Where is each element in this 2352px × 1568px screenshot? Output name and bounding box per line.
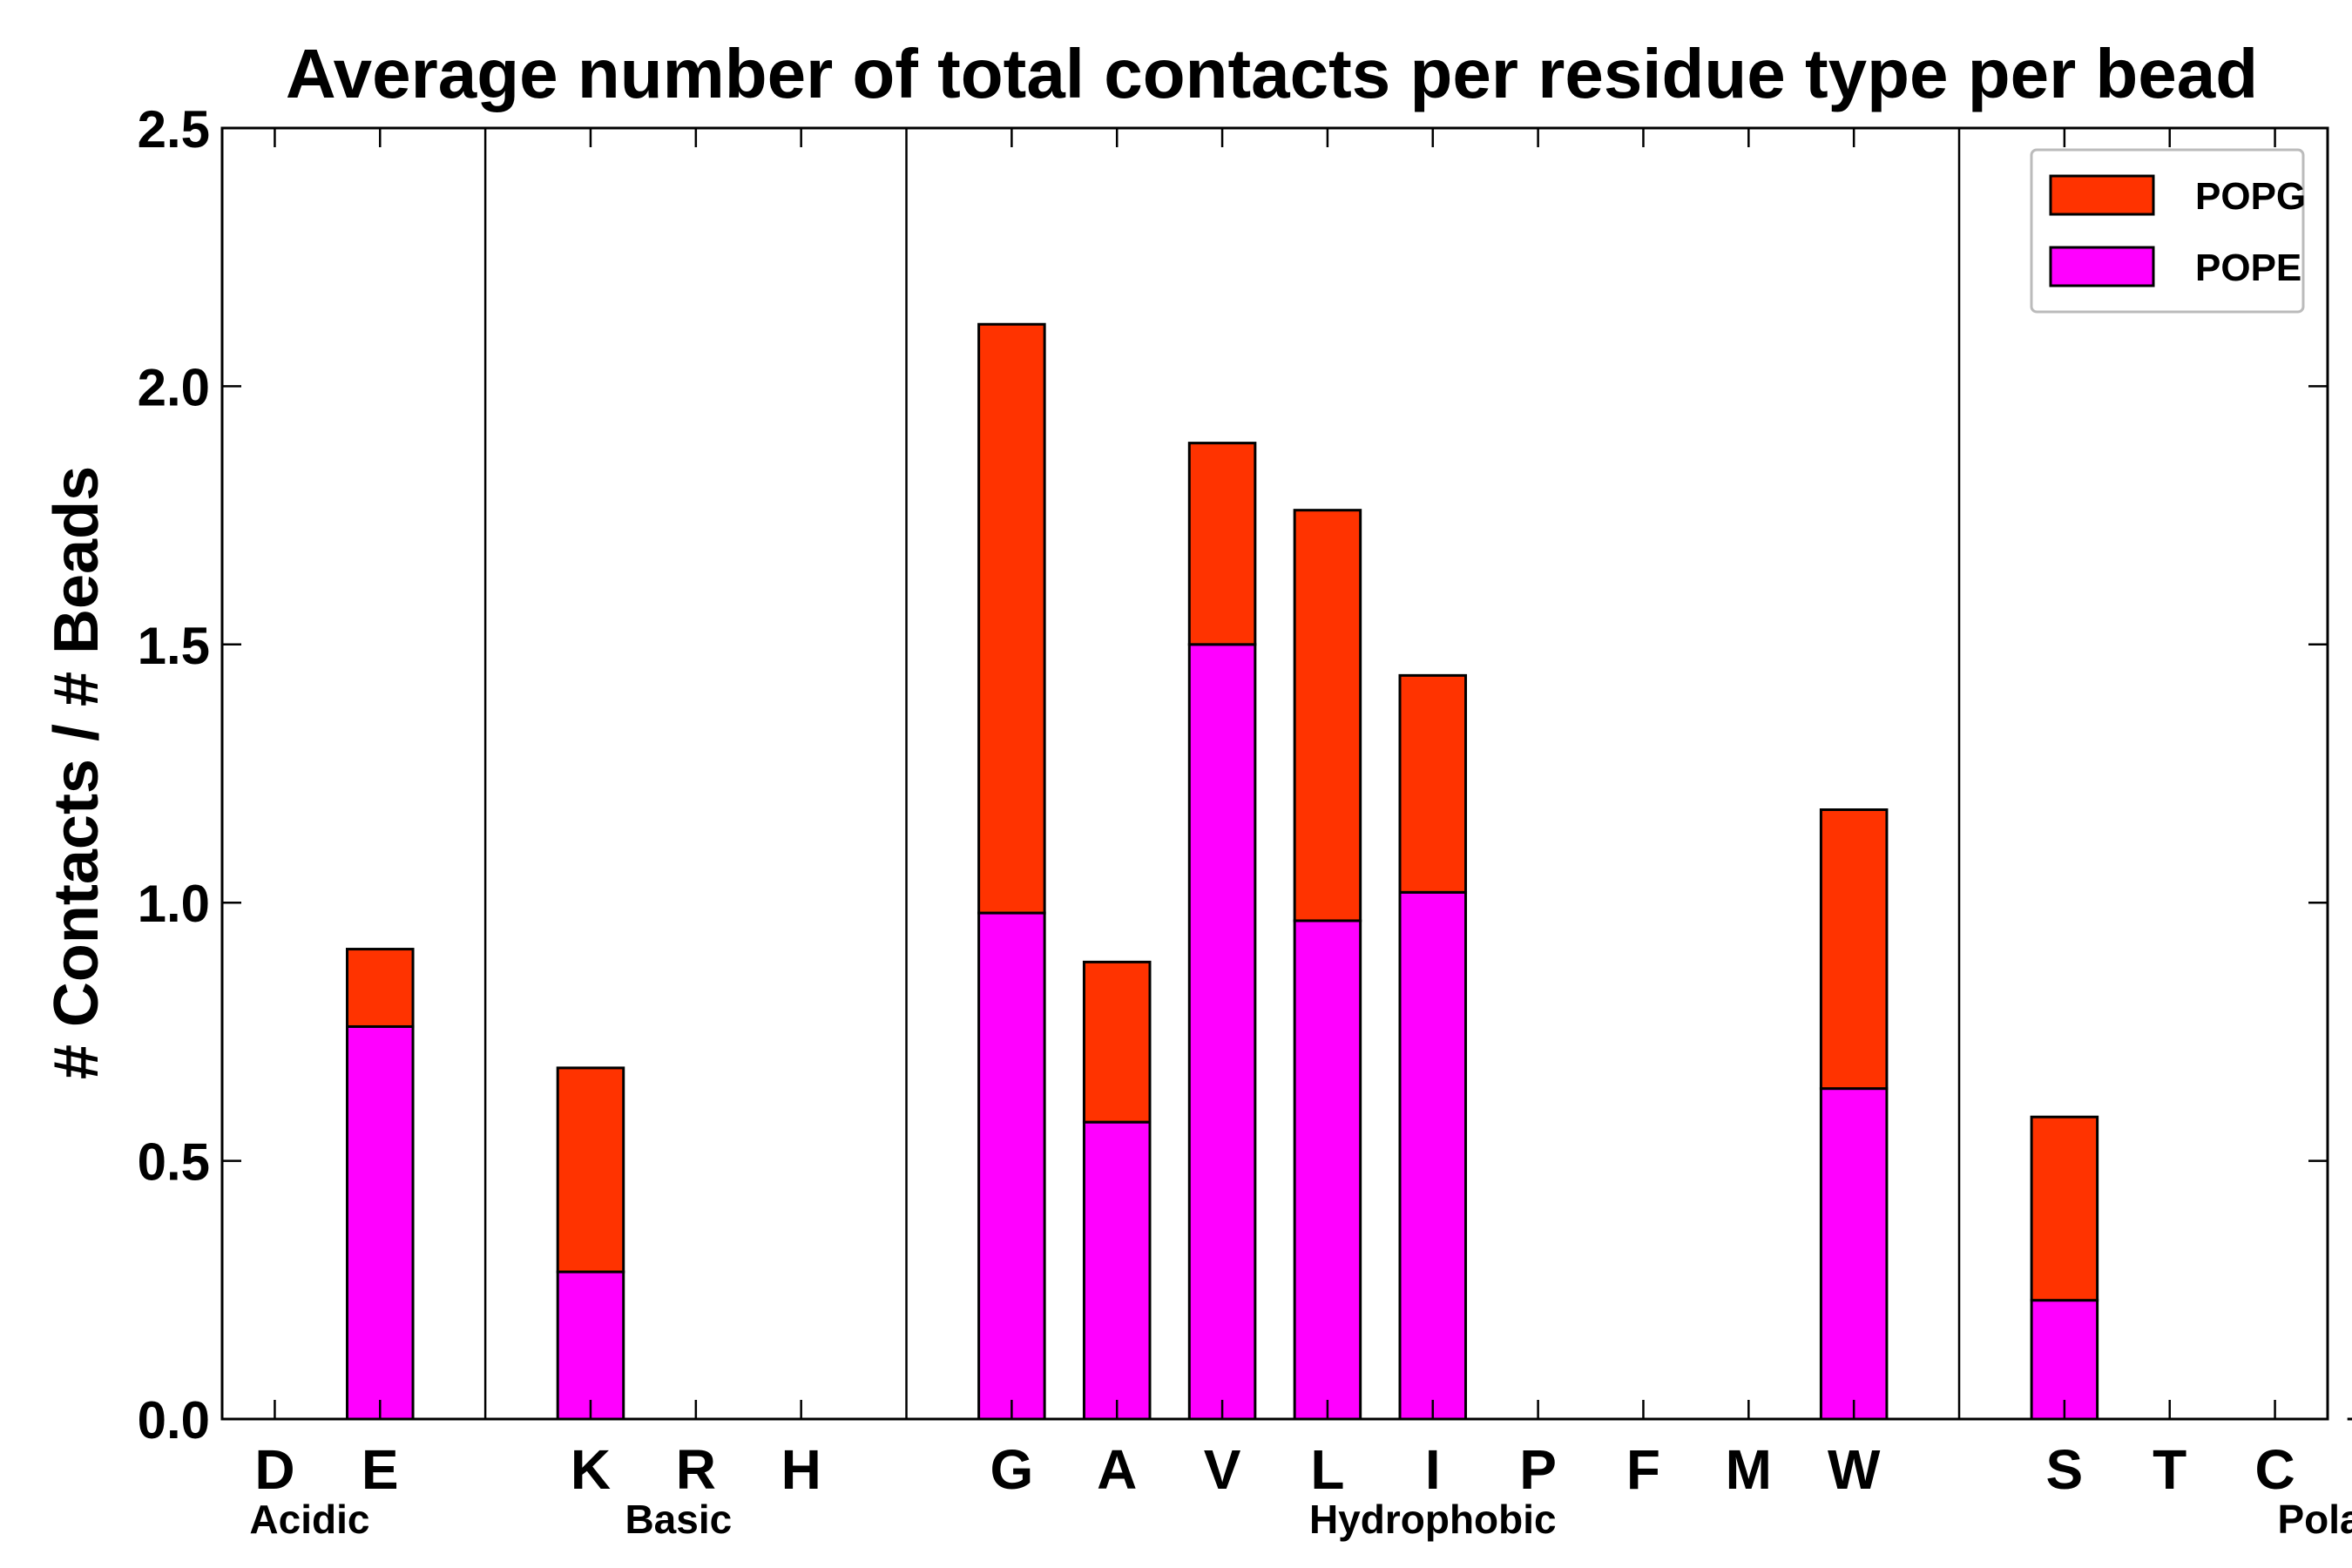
bar-pope-L [1293,919,1362,1421]
bar-pope-I [1398,890,1468,1421]
group-label: Hydrophobic [1309,1497,1557,1542]
y-tick-label: 0.0 [138,1391,210,1450]
x-tick-label-T: T [2153,1438,2186,1501]
bar-popg-E [346,948,415,1028]
x-tick-label-V: V [1204,1438,1241,1501]
bar-popg-W [1819,808,1889,1091]
x-tick-label-G: G [990,1438,1033,1501]
legend-label: POPE [2195,247,2301,289]
x-tick-label-C: C [2254,1438,2295,1501]
group-label: Polar [2277,1497,2352,1542]
x-tick-label-W: W [1828,1438,1881,1501]
x-tick-label-R: R [676,1438,716,1501]
x-tick-label-P: P [1519,1438,1557,1501]
group-label: Basic [625,1497,732,1542]
bar-pope-E [346,1024,415,1421]
legend-swatch-pope [2049,246,2155,287]
group-label: Acidic [249,1497,369,1542]
x-tick-label-F: F [1626,1438,1660,1501]
x-tick-label-H: H [781,1438,821,1501]
bar-popg-I [1398,673,1468,894]
bar-popg-S [2030,1115,2099,1302]
bar-popg-V [1187,442,1257,646]
x-tick-label-I: I [1425,1438,1441,1501]
bar-pope-G [977,911,1046,1421]
chart-title: Average number of total contacts per res… [286,35,2258,112]
bar-pope-K [556,1270,625,1421]
y-tick-label: 2.0 [138,358,210,416]
y-tick-label: 0.5 [138,1133,210,1192]
legend-label: POPG [2195,175,2306,218]
y-axis-label: # Contacts / # Beads [42,466,112,1079]
x-tick-label-A: A [1097,1438,1137,1501]
x-tick-label-M: M [1726,1438,1772,1501]
bar-popg-L [1293,509,1362,923]
y-tick-label: 1.5 [138,617,210,675]
x-tick-label-S: S [2046,1438,2084,1501]
plot-frame [220,126,2329,1421]
bar-pope-A [1082,1120,1152,1421]
plot-area: 0.00.51.01.52.02.5DEKRHGAVLIPFMWSTCYNQAc… [138,100,2352,1542]
bar-popg-K [556,1066,625,1274]
bar-popg-G [977,322,1046,915]
x-tick-label-E: E [362,1438,399,1501]
y-tick-label: 2.5 [138,100,210,159]
bar-pope-W [1819,1087,1889,1421]
y-tick-label: 1.0 [138,875,210,933]
bar-pope-V [1187,643,1257,1421]
bar-popg-A [1082,960,1152,1124]
x-tick-label-L: L [1310,1438,1344,1501]
legend-swatch-popg [2049,174,2155,216]
x-tick-label-K: K [571,1438,611,1501]
x-tick-label-D: D [254,1438,294,1501]
